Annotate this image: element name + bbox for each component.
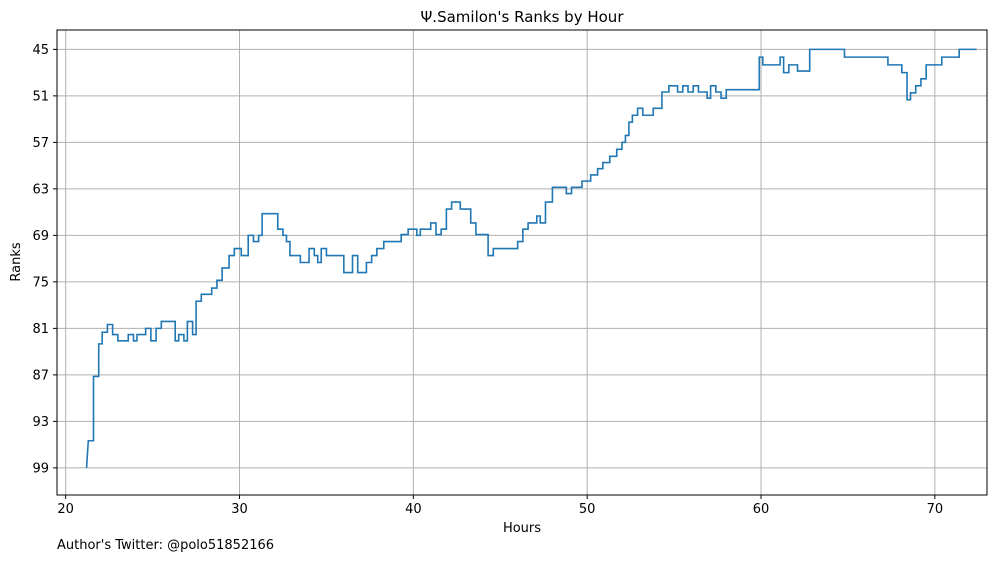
rank-series-line bbox=[85, 48, 977, 468]
author-twitter-note: Author's Twitter: @polo51852166 bbox=[57, 538, 275, 553]
x-tick-label: 60 bbox=[753, 502, 770, 517]
x-tick-label: 70 bbox=[927, 502, 944, 517]
y-axis-label: Ranks bbox=[9, 242, 24, 281]
y-tick-label: 63 bbox=[32, 182, 49, 197]
y-tick-label: 93 bbox=[32, 415, 49, 430]
x-tick-label: 50 bbox=[579, 502, 596, 517]
x-axis-label: Hours bbox=[503, 521, 541, 536]
x-tick-label: 30 bbox=[231, 502, 248, 517]
gridlines bbox=[57, 30, 987, 495]
plot-frame bbox=[56, 29, 988, 496]
y-tick-label: 69 bbox=[32, 229, 49, 244]
y-tick-label: 99 bbox=[32, 461, 49, 476]
series-layer bbox=[85, 48, 977, 468]
chart-title: Ψ.Samilon's Ranks by Hour bbox=[421, 8, 625, 26]
y-tick-label: 45 bbox=[32, 43, 49, 58]
y-tick-label: 57 bbox=[32, 136, 49, 151]
y-tick-label: 81 bbox=[32, 322, 49, 337]
tick-layer: 20 30 40 50 60 70 45 51 57 63 69 75 81 87 93 99 bbox=[32, 43, 943, 517]
y-tick-label: 87 bbox=[32, 368, 49, 383]
x-tick-label: 40 bbox=[405, 502, 422, 517]
y-tick-label: 75 bbox=[32, 275, 49, 290]
y-tick-label: 51 bbox=[32, 89, 49, 104]
x-tick-label: 20 bbox=[57, 502, 74, 517]
